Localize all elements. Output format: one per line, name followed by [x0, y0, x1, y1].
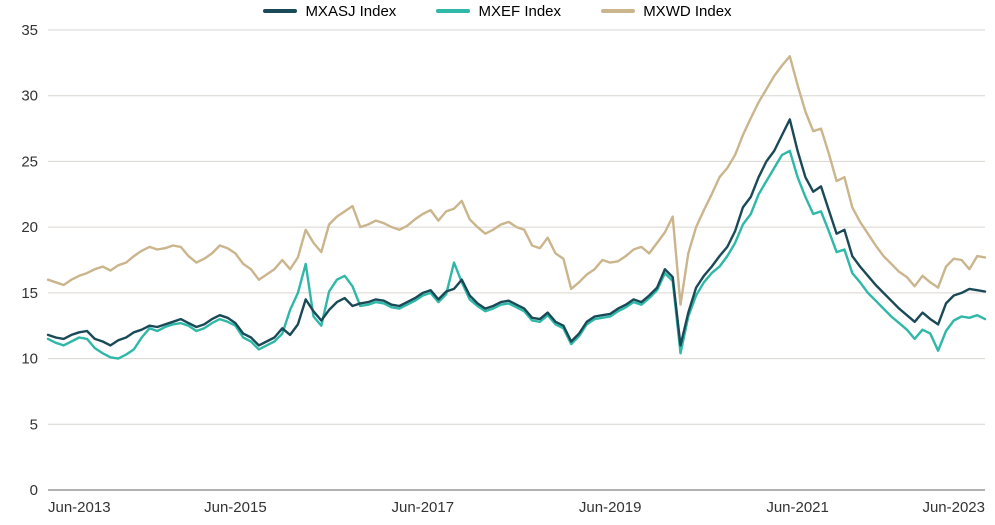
svg-text:25: 25	[21, 153, 38, 170]
svg-text:0: 0	[30, 482, 38, 499]
svg-text:35: 35	[21, 22, 38, 39]
legend-item-mxwd: MXWD Index	[601, 3, 731, 20]
svg-text:10: 10	[21, 351, 38, 368]
svg-text:15: 15	[21, 285, 38, 302]
legend-item-mxef: MXEF Index	[436, 3, 561, 20]
series-mxasj-index	[48, 119, 985, 345]
legend-item-mxasj: MXASJ Index	[263, 3, 396, 20]
svg-text:30: 30	[21, 88, 38, 105]
svg-text:20: 20	[21, 219, 38, 236]
legend-label-mxasj: MXASJ Index	[305, 3, 396, 20]
svg-text:5: 5	[30, 416, 38, 433]
svg-text:Jun-2015: Jun-2015	[204, 499, 267, 516]
chart-legend: MXASJ Index MXEF Index MXWD Index	[0, 0, 995, 20]
legend-swatch-mxef	[436, 9, 470, 13]
svg-text:Jun-2021: Jun-2021	[766, 499, 829, 516]
pe-chart: MXASJ Index MXEF Index MXWD Index 0 5 10 15…	[0, 0, 995, 525]
svg-text:Jun-2013: Jun-2013	[48, 499, 111, 516]
chart-svg: 0 5 10 15 20 25 30 35 Jun-2013 Jun-2015 Jun-2017 Ju…	[0, 0, 995, 525]
svg-text:Jun-2019: Jun-2019	[579, 499, 642, 516]
legend-label-mxef: MXEF Index	[478, 3, 561, 20]
legend-label-mxwd: MXWD Index	[643, 3, 731, 20]
legend-swatch-mxwd	[601, 9, 635, 13]
legend-swatch-mxasj	[263, 9, 297, 13]
svg-text:Jun-2017: Jun-2017	[392, 499, 455, 516]
series-mxwd-index	[48, 56, 985, 304]
svg-text:Jun-2023: Jun-2023	[922, 499, 985, 516]
